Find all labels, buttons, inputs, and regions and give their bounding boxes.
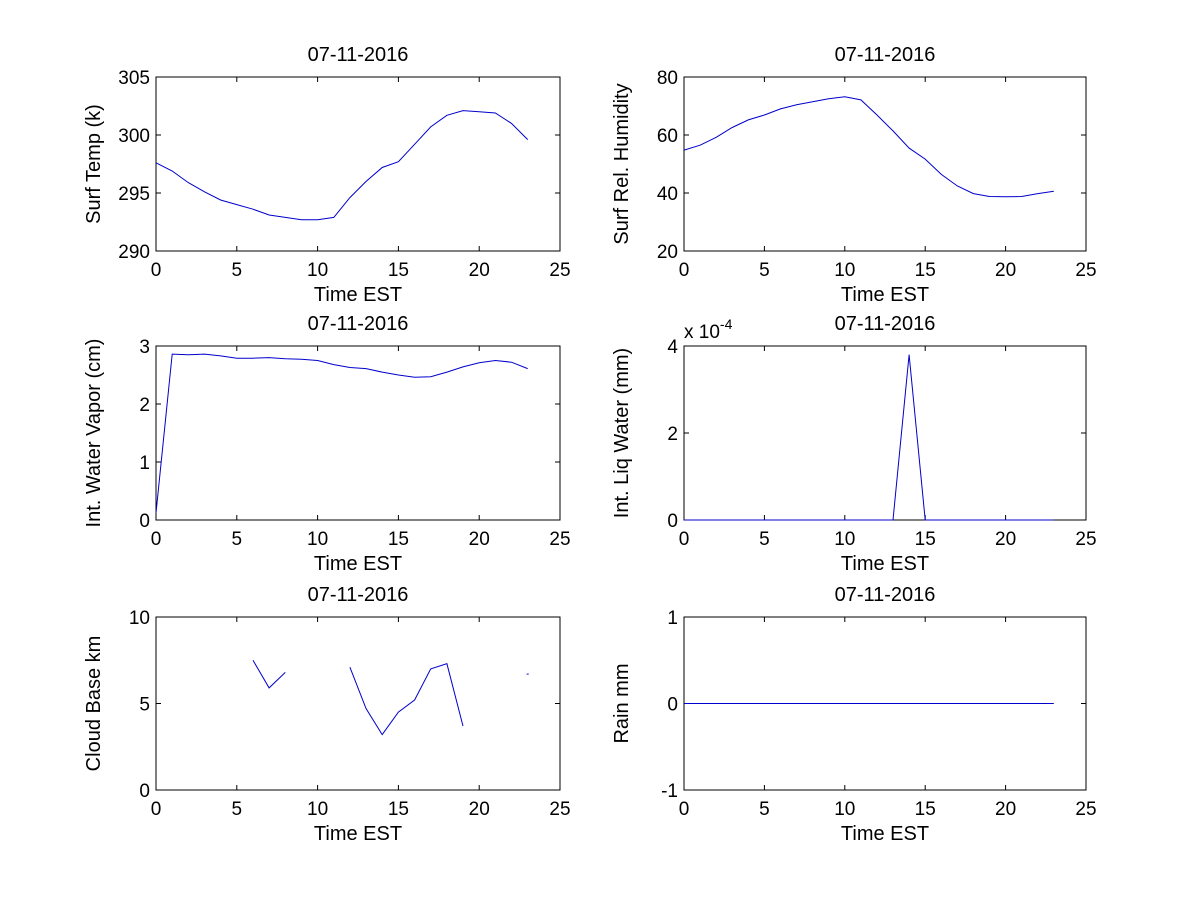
chart-5-ytick-label: -1: [661, 781, 678, 802]
chart-1-xlabel: Time EST: [841, 284, 929, 306]
chart-5-ytick-label: 0: [667, 695, 678, 716]
chart-0-title: 07-11-2016: [308, 44, 409, 66]
chart-2-ytick-label: 2: [139, 395, 150, 416]
chart-4-ylabel: Cloud Base km: [83, 636, 105, 772]
chart-1-xtick-label: 15: [915, 260, 936, 281]
chart-0-ytick-label: 305: [118, 68, 150, 89]
chart-3-axis-multiplier: x 10-4: [684, 316, 733, 343]
chart-4: 0 5 10 15 20 25 0 5 10 07-11-2016 Time EST Cloud Ba…: [83, 584, 571, 845]
chart-2-ytick-label: 1: [139, 453, 150, 474]
chart-3-xtick-label: 0: [679, 529, 690, 550]
chart-4-ytick-label: 10: [129, 608, 150, 629]
chart-5-xtick-label: 0: [679, 799, 690, 820]
chart-0-xtick-label: 0: [151, 260, 162, 281]
chart-1: 0 5 10 15 20 25 20 40 60 80 07-11-2016 Time EST Surf…: [611, 44, 1097, 306]
chart-4-axes-frame: [155, 616, 561, 791]
chart-2-axes-frame: [155, 345, 561, 521]
chart-4-xtick-label: 0: [151, 799, 162, 820]
chart-0-xtick-label: 5: [232, 260, 243, 281]
chart-3-xtick-label: 20: [995, 529, 1016, 550]
chart-4-xlabel: Time EST: [314, 823, 402, 845]
chart-5-xtick-label: 25: [1075, 799, 1096, 820]
chart-0-series-0-line: [155, 110, 529, 221]
chart-3-ytick-label: 4: [667, 337, 678, 358]
chart-3-series-0-line: [684, 354, 1054, 521]
chart-4-xtick-label: 5: [232, 799, 243, 820]
chart-1-ytick-label: 20: [657, 242, 678, 263]
chart-0-xtick-label: 25: [549, 260, 570, 281]
chart-5-xtick-label: 20: [995, 799, 1016, 820]
chart-1-xtick-label: 25: [1075, 260, 1096, 281]
chart-3-multiplier-exponent: -4: [720, 316, 733, 332]
chart-4-series-0-line: [349, 663, 464, 736]
chart-2-xtick-label: 25: [549, 529, 570, 550]
chart-4-xtick-label: 20: [469, 799, 490, 820]
chart-0-xtick-label: 20: [469, 260, 490, 281]
chart-3-title: 07-11-2016: [835, 313, 936, 335]
chart-1-xtick-label: 5: [759, 260, 770, 281]
chart-0-axes-frame: [155, 76, 561, 252]
chart-2-ylabel: Int. Water Vapor (cm): [83, 339, 105, 528]
chart-1-xtick-label: 0: [679, 260, 690, 281]
chart-2-xlabel: Time EST: [314, 553, 402, 575]
chart-5-ylabel: Rain mm: [611, 663, 633, 743]
chart-0-ytick-label: 300: [118, 126, 150, 147]
chart-2-xtick-label: 20: [469, 529, 490, 550]
chart-3-ytick-label: 0: [667, 511, 678, 532]
chart-2-title: 07-11-2016: [308, 313, 409, 335]
chart-4-xtick-label: 25: [549, 799, 570, 820]
chart-4-series-0-line: [252, 660, 286, 689]
chart-0-ytick-label: 295: [118, 184, 150, 205]
chart-3: 0 5 10 15 20 25 0 2 4 07-11-2016 Time EST Int. Liq …: [611, 313, 1097, 575]
chart-1-series-0-line: [683, 96, 1054, 198]
chart-5-xtick-label: 5: [759, 799, 770, 820]
chart-2-xtick-label: 0: [151, 529, 162, 550]
chart-2-xtick-label: 15: [388, 529, 409, 550]
chart-4-xtick-label: 15: [388, 799, 409, 820]
chart-1-ytick-label: 80: [657, 68, 678, 89]
chart-4-xtick-label: 10: [307, 799, 328, 820]
chart-1-ytick-label: 60: [657, 126, 678, 147]
chart-0-xtick-label: 15: [388, 260, 409, 281]
chart-2: 0 5 10 15 20 25 0 1 2 3 07-11-2016 Time EST Int. Wat…: [83, 313, 571, 575]
chart-1-axes-frame: [683, 76, 1087, 252]
chart-5-ytick-label: 1: [667, 608, 678, 629]
chart-4-ytick-label: 0: [139, 781, 150, 802]
chart-3-multiplier-base: x 10: [684, 322, 720, 343]
chart-1-title: 07-11-2016: [835, 44, 936, 66]
chart-5-title: 07-11-2016: [835, 584, 936, 606]
chart-3-xtick-label: 10: [834, 529, 855, 550]
chart-1-xtick-label: 20: [995, 260, 1016, 281]
chart-0-xtick-label: 10: [307, 260, 328, 281]
chart-3-ylabel: Int. Liq Water (mm): [611, 348, 633, 518]
chart-2-xtick-label: 10: [307, 529, 328, 550]
chart-3-axes-frame: [683, 345, 1087, 521]
chart-1-ylabel: Surf Rel. Humidity: [611, 83, 633, 244]
chart-0-ytick-label: 290: [118, 242, 150, 263]
chart-1-xtick-label: 10: [834, 260, 855, 281]
chart-5-xlabel: Time EST: [841, 823, 929, 845]
chart-0-xlabel: Time EST: [314, 284, 402, 306]
chart-2-xtick-label: 5: [232, 529, 243, 550]
chart-2-ytick-label: 3: [139, 337, 150, 358]
chart-3-xtick-label: 15: [915, 529, 936, 550]
chart-0-ylabel: Surf Temp (k): [83, 104, 105, 224]
chart-5-xtick-label: 15: [915, 799, 936, 820]
chart-3-xlabel: Time EST: [841, 553, 929, 575]
chart-3-ytick-label: 2: [667, 424, 678, 445]
chart-2-series-0-line: [155, 353, 528, 514]
chart-1-ytick-label: 40: [657, 184, 678, 205]
chart-2-ytick-label: 0: [139, 511, 150, 532]
chart-3-xtick-label: 25: [1075, 529, 1096, 550]
chart-4-title: 07-11-2016: [308, 584, 409, 606]
chart-5-xtick-label: 10: [834, 799, 855, 820]
chart-0: 0 5 10 15 20 25 290 295 300 305 07-11-2016 Time EST…: [83, 44, 571, 306]
chart-3-xtick-label: 5: [759, 529, 770, 550]
chart-4-ytick-label: 5: [139, 695, 150, 716]
